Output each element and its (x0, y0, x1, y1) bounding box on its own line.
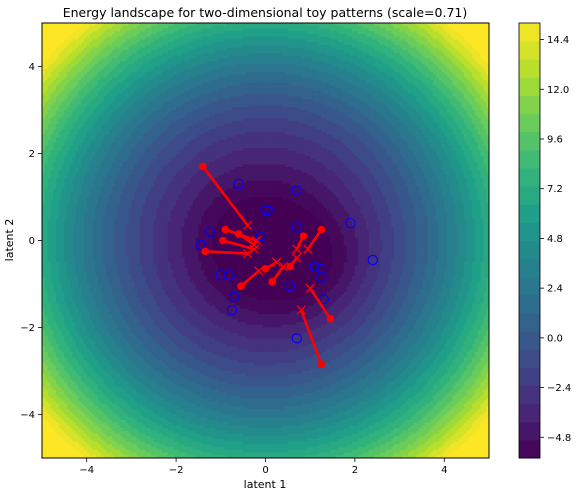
colorbar-tick-label: −4.8 (547, 433, 571, 444)
colorbar-band (519, 168, 540, 187)
colorbar-band (519, 77, 540, 96)
colorbar-band (519, 440, 540, 459)
colorbar-tick-label: 7.2 (547, 184, 563, 195)
x-tick-label: −2 (169, 465, 184, 476)
colorbar-band (519, 222, 540, 241)
colorbar-band (519, 204, 540, 223)
arrow-start-dot (235, 230, 243, 238)
y-tick-label: 4 (29, 62, 35, 73)
arrow-start-dot (268, 278, 276, 286)
x-tick-label: −4 (79, 465, 94, 476)
arrow-start-dot (201, 248, 209, 256)
colorbar-band (519, 241, 540, 260)
colorbar-band (519, 186, 540, 205)
arrow-start-dot (327, 315, 335, 323)
colorbar-band (519, 422, 540, 441)
colorbar-band (519, 59, 540, 78)
chart-title: Energy landscape for two-dimensional toy… (63, 5, 468, 20)
colorbar-tick-label: 14.4 (547, 35, 569, 46)
y-tick-label: 0 (29, 236, 35, 247)
y-tick-label: −4 (20, 410, 35, 421)
arrow-start-dot (318, 361, 326, 369)
colorbar-band (519, 114, 540, 133)
y-tick-label: −2 (20, 323, 35, 334)
colorbar-band (519, 41, 540, 60)
colorbar-band (519, 96, 540, 115)
arrow-start-dot (199, 163, 207, 171)
colorbar-band (519, 349, 540, 368)
colorbar-band (519, 23, 540, 42)
colorbar-tick-label: 4.8 (547, 234, 563, 245)
y-tick-label: 2 (29, 149, 35, 160)
colorbar-band (519, 295, 540, 314)
colorbar-tick-label: 2.4 (547, 284, 563, 295)
colorbar-band (519, 313, 540, 332)
x-tick-label: 4 (441, 465, 447, 476)
colorbar-band (519, 259, 540, 278)
arrow-start-dot (318, 226, 326, 234)
y-axis-label: latent 2 (3, 219, 16, 262)
x-tick-label: 0 (262, 465, 268, 476)
colorbar-band (519, 150, 540, 169)
x-axis-label: latent 1 (244, 478, 287, 491)
x-tick-label: 2 (352, 465, 358, 476)
arrow-start-dot (219, 237, 227, 245)
colorbar-band (519, 367, 540, 386)
colorbar-tick-label: 9.6 (547, 135, 563, 146)
colorbar-band (519, 386, 540, 405)
energy-contours (42, 23, 490, 459)
arrow-start-dot (262, 265, 270, 273)
colorbar-tick-label: 0.0 (547, 333, 563, 344)
colorbar-band (519, 331, 540, 350)
arrow-start-dot (237, 282, 245, 290)
colorbar-tick-label: −2.4 (547, 383, 571, 394)
arrow-start-dot (300, 232, 308, 240)
colorbar-tick-label: 12.0 (547, 85, 569, 96)
colorbar-band (519, 132, 540, 151)
arrow-start-dot (221, 226, 229, 234)
arrow-start-dot (286, 263, 294, 271)
colorbar-band (519, 404, 540, 423)
colorbar-band (519, 277, 540, 296)
plot-area (42, 23, 490, 459)
